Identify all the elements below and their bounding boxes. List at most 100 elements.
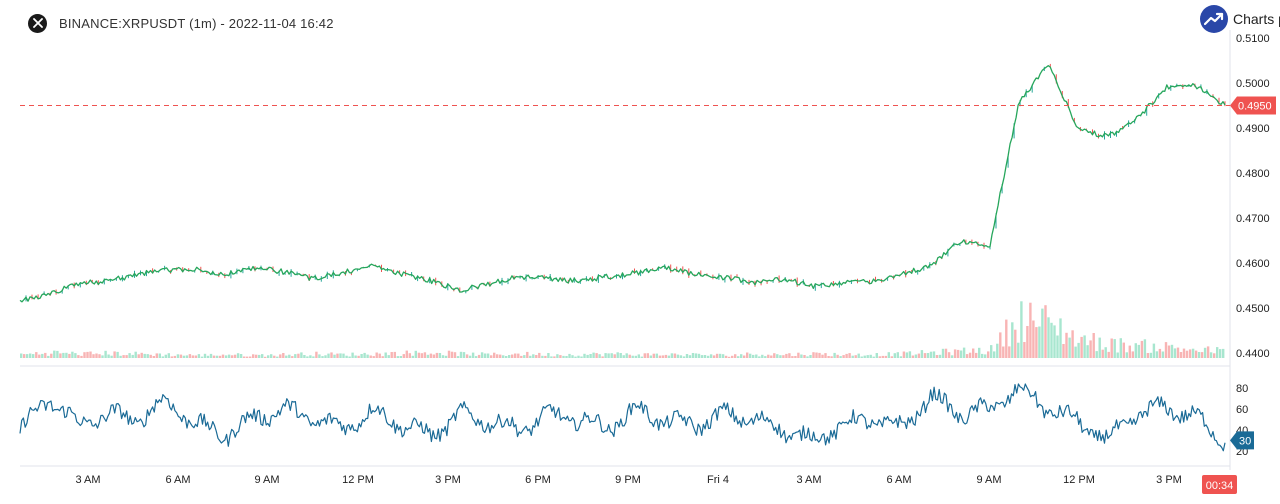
volume-bar <box>393 351 396 358</box>
volume-bar <box>631 355 634 358</box>
volume-bar <box>423 352 427 358</box>
volume-bar <box>137 354 140 358</box>
rsi-series-line <box>19 383 1226 452</box>
volume-bar <box>20 353 23 358</box>
volume-bar <box>53 350 56 358</box>
time-axis-tick-label: 6 AM <box>165 474 190 486</box>
rsi-last-value-badge <box>1230 431 1254 450</box>
volume-bar <box>833 352 836 358</box>
volume-bar <box>1068 337 1071 358</box>
volume-bar <box>417 352 421 358</box>
volume-bar <box>116 351 119 358</box>
volume-bar <box>999 332 1002 358</box>
volume-bar <box>1170 344 1174 358</box>
volume-bar <box>134 351 137 358</box>
volume-bar <box>830 356 833 358</box>
volume-bar <box>1122 342 1125 358</box>
volume-bar <box>544 355 547 358</box>
volume-bar <box>773 353 776 358</box>
volume-bar <box>625 353 628 358</box>
volume-bar <box>245 356 249 358</box>
volume-bar <box>1146 353 1150 358</box>
volume-bar <box>764 356 767 358</box>
volume-bar <box>360 354 363 358</box>
countdown-badge <box>1202 475 1237 494</box>
volume-bar <box>700 355 704 358</box>
volume-bar <box>369 355 372 358</box>
volume-bar <box>89 351 92 358</box>
volume-bar <box>652 353 655 358</box>
volume-bar <box>981 353 984 358</box>
volume-bar <box>143 353 146 358</box>
price-axis-tick-label: 0.4700 <box>1236 213 1270 225</box>
close-icon[interactable] <box>28 13 47 33</box>
volume-bar <box>727 356 731 358</box>
volume-bar <box>782 355 785 358</box>
volume-bar <box>996 343 999 358</box>
volume-bar <box>270 354 273 358</box>
volume-bar <box>113 351 116 358</box>
volume-bar <box>236 353 240 358</box>
volume-bar <box>511 354 514 358</box>
volume-bar <box>164 354 167 358</box>
volume-bar <box>535 355 538 358</box>
volume-bar <box>303 355 306 358</box>
volume-bar <box>776 354 779 358</box>
volume-bar <box>1191 348 1195 358</box>
volume-bar <box>1203 347 1207 358</box>
volume-bar <box>170 356 173 358</box>
brand[interactable]: Charts p <box>1200 4 1280 34</box>
volume-bar <box>471 352 475 358</box>
volume-bar <box>363 352 366 358</box>
volume-bar <box>354 355 357 358</box>
volume-bar <box>1092 333 1095 358</box>
volume-bar <box>499 354 502 358</box>
volume-bar <box>493 352 496 358</box>
volume-bar <box>1110 338 1113 358</box>
volume-bar <box>806 356 809 358</box>
volume-bar <box>107 354 110 358</box>
volume-bar <box>387 355 390 358</box>
volume-bar <box>734 354 737 358</box>
volume-bar <box>740 354 743 358</box>
volume-bar <box>523 355 526 358</box>
volume-bar <box>288 354 291 358</box>
volume-bar <box>357 355 360 358</box>
volume-bar <box>1116 352 1119 358</box>
price-axis-tick-label: 0.4600 <box>1236 258 1270 270</box>
volume-bar <box>267 355 270 358</box>
volume-bar <box>324 355 327 358</box>
volume-bar <box>1200 352 1204 358</box>
volume-bar <box>372 356 375 358</box>
time-axis-tick-label: Fri 4 <box>707 474 729 486</box>
volume-bar <box>264 356 267 358</box>
volume-bar <box>938 354 942 358</box>
time-axis-tick-label: 6 PM <box>525 474 551 486</box>
volume-bar <box>902 351 906 358</box>
volume-bar <box>191 355 195 358</box>
volume-bar <box>637 354 640 358</box>
volume-bar <box>589 354 592 358</box>
volume-bar <box>1011 322 1014 358</box>
volume-bar <box>321 356 324 358</box>
volume-bar <box>65 352 68 358</box>
volume-bar <box>276 356 279 358</box>
volume-bar <box>38 354 41 358</box>
volume-bar <box>932 351 936 358</box>
volume-bar <box>224 355 228 358</box>
volume-bar <box>1161 351 1165 358</box>
volume-bar <box>1071 330 1074 358</box>
volume-bar <box>62 352 65 358</box>
volume-bar <box>770 355 773 358</box>
volume-bar <box>447 350 451 358</box>
volume-bar <box>661 355 665 358</box>
volume-bar <box>975 352 978 358</box>
volume-bar <box>905 352 909 358</box>
volume-bar <box>50 353 53 358</box>
volume-bar <box>839 356 842 358</box>
volume-bar <box>408 353 411 358</box>
volume-bar <box>896 352 899 358</box>
volume-bar <box>468 355 472 358</box>
volume-bar <box>1206 346 1210 358</box>
